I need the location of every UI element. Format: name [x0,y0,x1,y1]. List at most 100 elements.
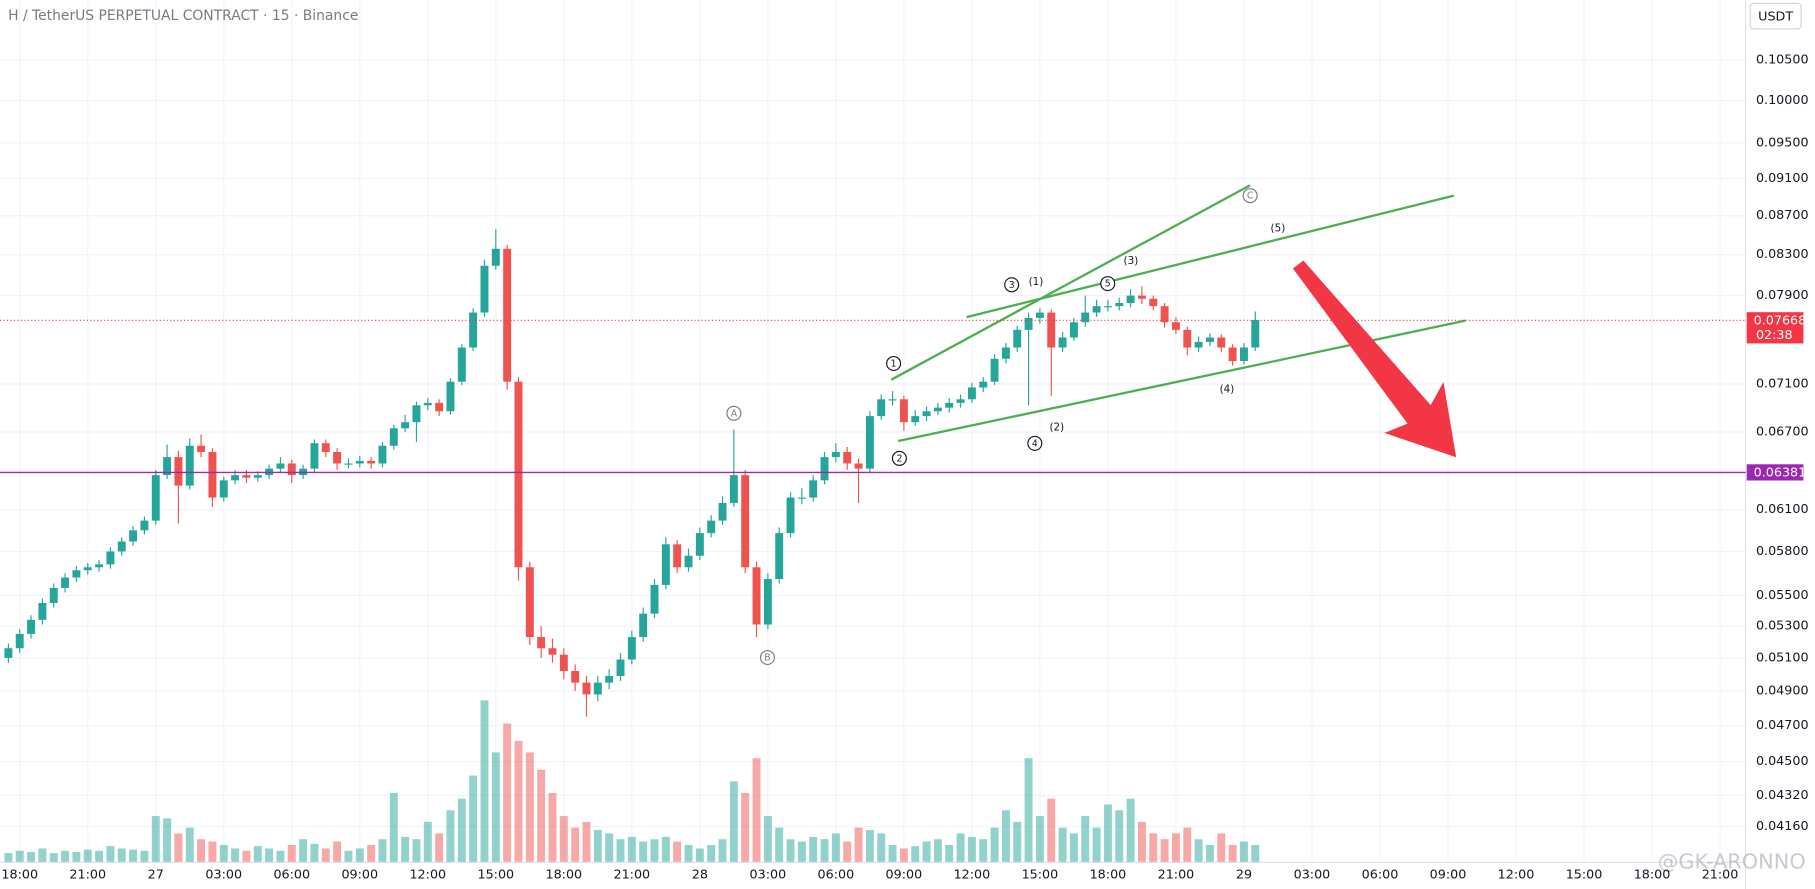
volume-bar [797,841,806,863]
candle-body [412,405,421,423]
volume-bar [741,792,750,863]
candle-body [378,445,387,464]
candle-body [877,399,886,417]
candle-body [129,530,138,542]
volume-bar [571,827,580,863]
candle-body [1035,312,1044,318]
volume-bar [389,792,398,863]
currency-label[interactable]: USDT [1758,9,1793,24]
volume-bar [537,769,546,863]
volume-bar [401,836,410,863]
wave-circle [1027,435,1043,451]
candle-body [729,475,738,503]
x-tick-label: 27 [148,868,164,883]
volume-bar [321,848,330,863]
volume-bar [990,827,999,863]
volume-bar [287,845,296,863]
currency-button[interactable] [1749,2,1802,30]
candle-body [707,520,716,534]
x-tick-label: 18:00 [545,868,582,883]
candle-body [718,502,727,521]
volume-bar [616,839,625,863]
volume-bar [593,829,602,863]
wave-label: (3) [1124,255,1139,267]
x-tick-label: 12:00 [954,868,991,883]
candle-body [1160,306,1169,323]
down-arrow [1292,260,1457,458]
candle-body [639,613,648,638]
volume-bar [899,848,908,863]
candle-body [1024,317,1033,330]
candle-body [83,567,92,571]
candle-body [310,443,319,469]
candle-body [174,457,183,486]
volume-bar [1092,827,1101,863]
candle-body [446,381,455,412]
candle-body [197,445,206,453]
volume-bar [1024,758,1033,863]
x-tick-label: 21:00 [1702,868,1739,883]
volume-bar [854,827,863,863]
y-tick-label: 0.09500 [1756,135,1809,150]
candle-body [1058,337,1067,348]
y-tick-label: 0.08300 [1756,247,1809,262]
candle-body [15,633,24,649]
x-tick-label: 09:00 [341,868,378,883]
candle-body [1194,341,1203,348]
volume-bar [967,836,976,863]
y-tick-label: 0.07900 [1756,288,1809,303]
candle-body [321,443,330,453]
volume-bar [276,850,285,863]
candle-body [389,428,398,446]
candle-body [38,602,47,620]
volume-bar [1160,839,1169,863]
x-tick-label: 28 [692,868,708,883]
candle-body [1171,322,1180,330]
y-tick-label: 0.04500 [1756,754,1809,769]
wave-label: 1 [891,359,897,370]
candle-body [741,475,750,568]
candle-body [491,248,500,266]
y-tick-label: 0.06700 [1756,425,1809,440]
candle-body [559,654,568,672]
x-tick-label: 15:00 [1022,868,1059,883]
volume-bar [1115,810,1124,863]
volume-bar [367,845,376,863]
volume-bar [673,841,682,863]
volume-bar [61,850,70,863]
wave-circle [1242,188,1258,204]
wave-circle [886,355,902,371]
candle-body [933,407,942,412]
volume-bar [1103,804,1112,863]
volume-bar [865,829,874,863]
level-badge [1746,464,1804,481]
candle-body [27,619,36,634]
candle-body [695,533,704,556]
candle-body [673,544,682,568]
volume-bar [163,818,172,863]
volume-bar [197,839,206,863]
candle-body [797,497,806,499]
x-tick-label: 18:00 [1090,868,1127,883]
wave-label: (5) [1271,223,1286,235]
x-tick-label: 21:00 [614,868,651,883]
wave-label: A [731,408,738,419]
volume-bar [945,845,954,863]
volume-bar [843,841,852,863]
volume-bar [1047,798,1056,863]
candle-body [990,358,999,382]
volume-bar [1013,821,1022,863]
candle-body [979,381,988,388]
volume-bar [27,851,36,863]
candle-body [1149,298,1158,307]
countdown: 02:38 [1756,328,1793,343]
candle-body [820,457,829,481]
wave-label: 3 [1009,280,1015,291]
candle-body [1047,312,1056,348]
candle-body [95,564,104,568]
volume-bar [231,848,240,863]
x-tick-label: 15:00 [1566,868,1603,883]
volume-bar [423,821,432,863]
volume-bar [718,839,727,863]
volume-bar [1149,833,1158,863]
